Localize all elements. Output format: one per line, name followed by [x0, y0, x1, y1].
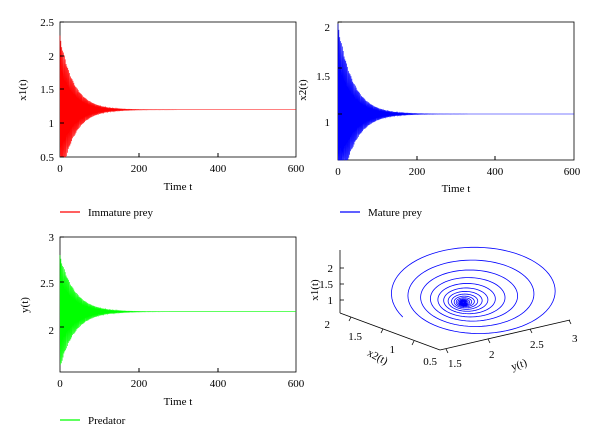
- legend-predator: Predator: [60, 415, 126, 427]
- x-axis-label: Time t: [442, 183, 471, 195]
- x-tick-label: 600: [288, 378, 305, 390]
- x-ticks: 0 200 400 600: [335, 156, 581, 178]
- axis-y: [439, 319, 571, 351]
- x-tick-label: 0: [57, 163, 63, 175]
- y-ticks: 0.5 1 1.5 2 2.5: [40, 17, 64, 164]
- y-tick-label: 3: [49, 232, 55, 244]
- y-tick-label: 0.5: [40, 152, 54, 164]
- x-tick-label: 600: [288, 163, 305, 175]
- z-tick-label: 1: [328, 295, 334, 307]
- y-tick-label: 1: [49, 118, 55, 130]
- panel-immature-prey: 0.5 1 1.5 2 2.5 0 200 400 600 Time t x1(…: [17, 17, 305, 219]
- y-tick-label: 1.5: [448, 358, 462, 370]
- legend-immature-prey: Immature prey: [60, 207, 154, 219]
- y-axis-label: x2(t): [297, 79, 309, 101]
- plot-frame: [59, 21, 297, 158]
- x-tick-label: 0: [335, 166, 341, 178]
- axis-x2: [339, 312, 441, 351]
- legend-label: Predator: [88, 415, 126, 427]
- x-tick-label: 400: [210, 163, 227, 175]
- series-line-mature-prey: [337, 23, 574, 161]
- x-axis-label: Time t: [164, 396, 193, 408]
- series-line-immature-prey: [59, 35, 296, 158]
- z-tick-label: 1.5: [319, 279, 333, 291]
- y-tick-label: 3: [572, 333, 578, 345]
- y-tick-label: 2: [489, 349, 495, 361]
- panel-mature-prey: 1 1.5 2 0 200 400 600 Time t x2(t) Matur…: [297, 21, 581, 219]
- x2-axis-label: x2(t): [365, 347, 390, 368]
- x-tick-label: 400: [210, 378, 227, 390]
- x-tick-label: 600: [564, 166, 581, 178]
- x-tick-label: 200: [409, 166, 426, 178]
- x-ticks: 0 200 400 600: [57, 368, 305, 390]
- y-ticks: 1 1.5 2: [316, 21, 342, 129]
- y-tick-label: 2: [325, 22, 331, 34]
- series-line-predator: [59, 254, 296, 365]
- x-tick-label: 400: [487, 166, 504, 178]
- y-axis-label: x1(t): [17, 79, 29, 101]
- y-ticks: 2 2.5 3: [40, 232, 64, 337]
- z-axis-label: x1(t): [309, 279, 321, 301]
- plot-frame: [59, 236, 297, 373]
- x-axis-label: Time t: [164, 181, 193, 193]
- x-tick-label: 200: [131, 163, 148, 175]
- y-ticks-3d: 1.5 2 2.5 3: [448, 333, 578, 370]
- series-line-phase-trajectory: [391, 246, 556, 334]
- legend-label: Immature prey: [88, 207, 154, 219]
- x2-ticks: 2 1.5 1 0.5: [325, 319, 438, 368]
- axes-3d: [339, 250, 572, 354]
- y-tick-label: 2: [49, 51, 55, 63]
- z-tick-label: 2: [328, 263, 334, 275]
- legend-label: Mature prey: [368, 207, 423, 219]
- x2-tick-label: 1: [390, 344, 396, 356]
- panel-phase-portrait-3d: 1 1.5 2 2 1.5 1 0.5 1.5 2 2.5 3 x1(t) x2…: [309, 246, 578, 373]
- y-axis-label: y(t): [19, 297, 31, 313]
- x-tick-label: 0: [57, 378, 63, 390]
- y-tick-label: 1.5: [40, 84, 54, 96]
- legend-mature-prey: Mature prey: [340, 207, 423, 219]
- x2-tick-label: 1.5: [348, 331, 362, 343]
- panel-predator: 2 2.5 3 0 200 400 600 Time t y(t) Predat…: [19, 232, 305, 427]
- x-ticks: 0 200 400 600: [57, 153, 305, 175]
- y-tick-label: 2: [49, 325, 55, 337]
- x2-tick-label: 2: [325, 319, 331, 331]
- z-ticks: 1 1.5 2: [319, 263, 333, 307]
- x-tick-label: 200: [131, 378, 148, 390]
- y-tick-label: 1.5: [316, 71, 330, 83]
- y-tick-label: 2.5: [40, 278, 54, 290]
- y-tick-label: 1: [325, 117, 331, 129]
- y-axis-label-3d: y(t): [510, 357, 529, 373]
- y-tick-label: 2.5: [530, 339, 544, 351]
- x2-tick-label: 0.5: [423, 356, 437, 368]
- y-tick-label: 2.5: [40, 17, 54, 29]
- plot-frame: [337, 21, 575, 161]
